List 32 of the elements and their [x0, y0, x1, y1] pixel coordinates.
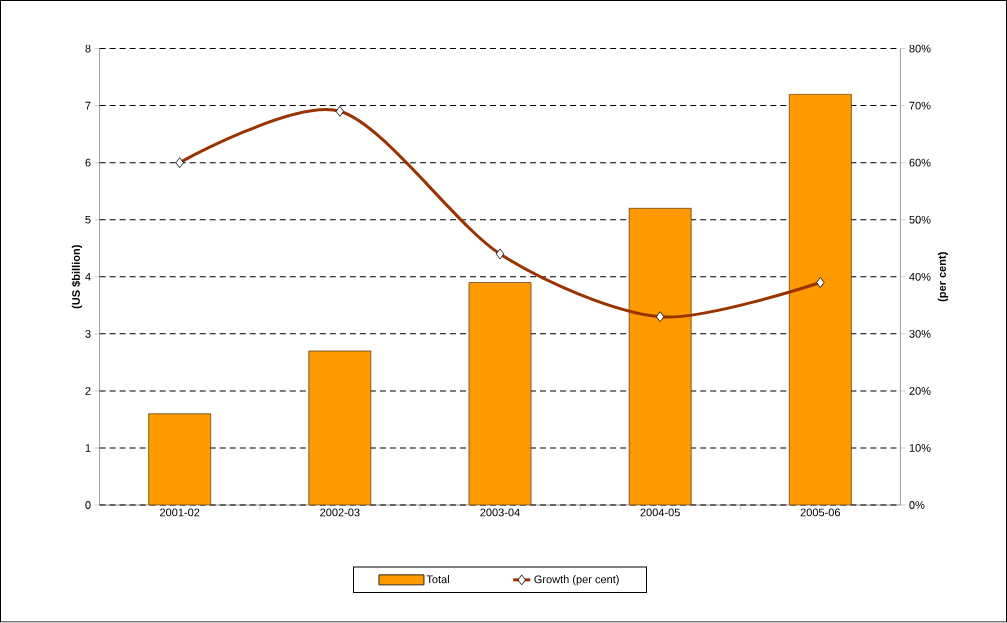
- x-tick-label: 2001-02: [160, 508, 200, 517]
- y2-tick-label: 70%: [909, 101, 931, 110]
- y2-tick-label: 60%: [909, 158, 931, 167]
- bar: [468, 282, 532, 506]
- bar: [788, 94, 852, 506]
- x-tick-label: 2004-05: [640, 508, 680, 517]
- y2-axis-title: (per cent): [937, 252, 949, 302]
- y-tick-label: 5: [85, 216, 91, 224]
- y2-tick-label: 20%: [909, 387, 931, 395]
- y-tick-label: 4: [85, 273, 91, 281]
- y2-tick-label: 50%: [909, 216, 931, 224]
- y2-tick-label: 80%: [909, 44, 931, 53]
- bar: [628, 208, 692, 506]
- y2-tick-label: 40%: [909, 273, 931, 281]
- legend-label: Growth (per cent): [534, 575, 619, 586]
- y-tick-label: 2: [85, 387, 91, 395]
- bar: [148, 413, 212, 506]
- bar: [308, 350, 372, 506]
- y-tick-label: 1: [85, 444, 91, 452]
- y2-tick-label: 10%: [909, 444, 931, 453]
- y-axis-title: (US $billion): [71, 245, 83, 309]
- y-tick-label: 7: [85, 102, 91, 110]
- x-tick-label: 2003-04: [480, 508, 520, 517]
- y-tick-label: 0: [85, 501, 91, 510]
- x-tick-label: 2005-06: [800, 508, 841, 517]
- y2-tick-label: 0%: [909, 501, 925, 510]
- y-tick-label: 6: [85, 158, 91, 167]
- y-tick-label: 8: [85, 44, 91, 53]
- y2-tick-label: 30%: [909, 330, 931, 338]
- y-tick-label: 3: [85, 330, 91, 338]
- legend-label: Total: [426, 575, 449, 584]
- x-tick-label: 2002-03: [320, 508, 360, 517]
